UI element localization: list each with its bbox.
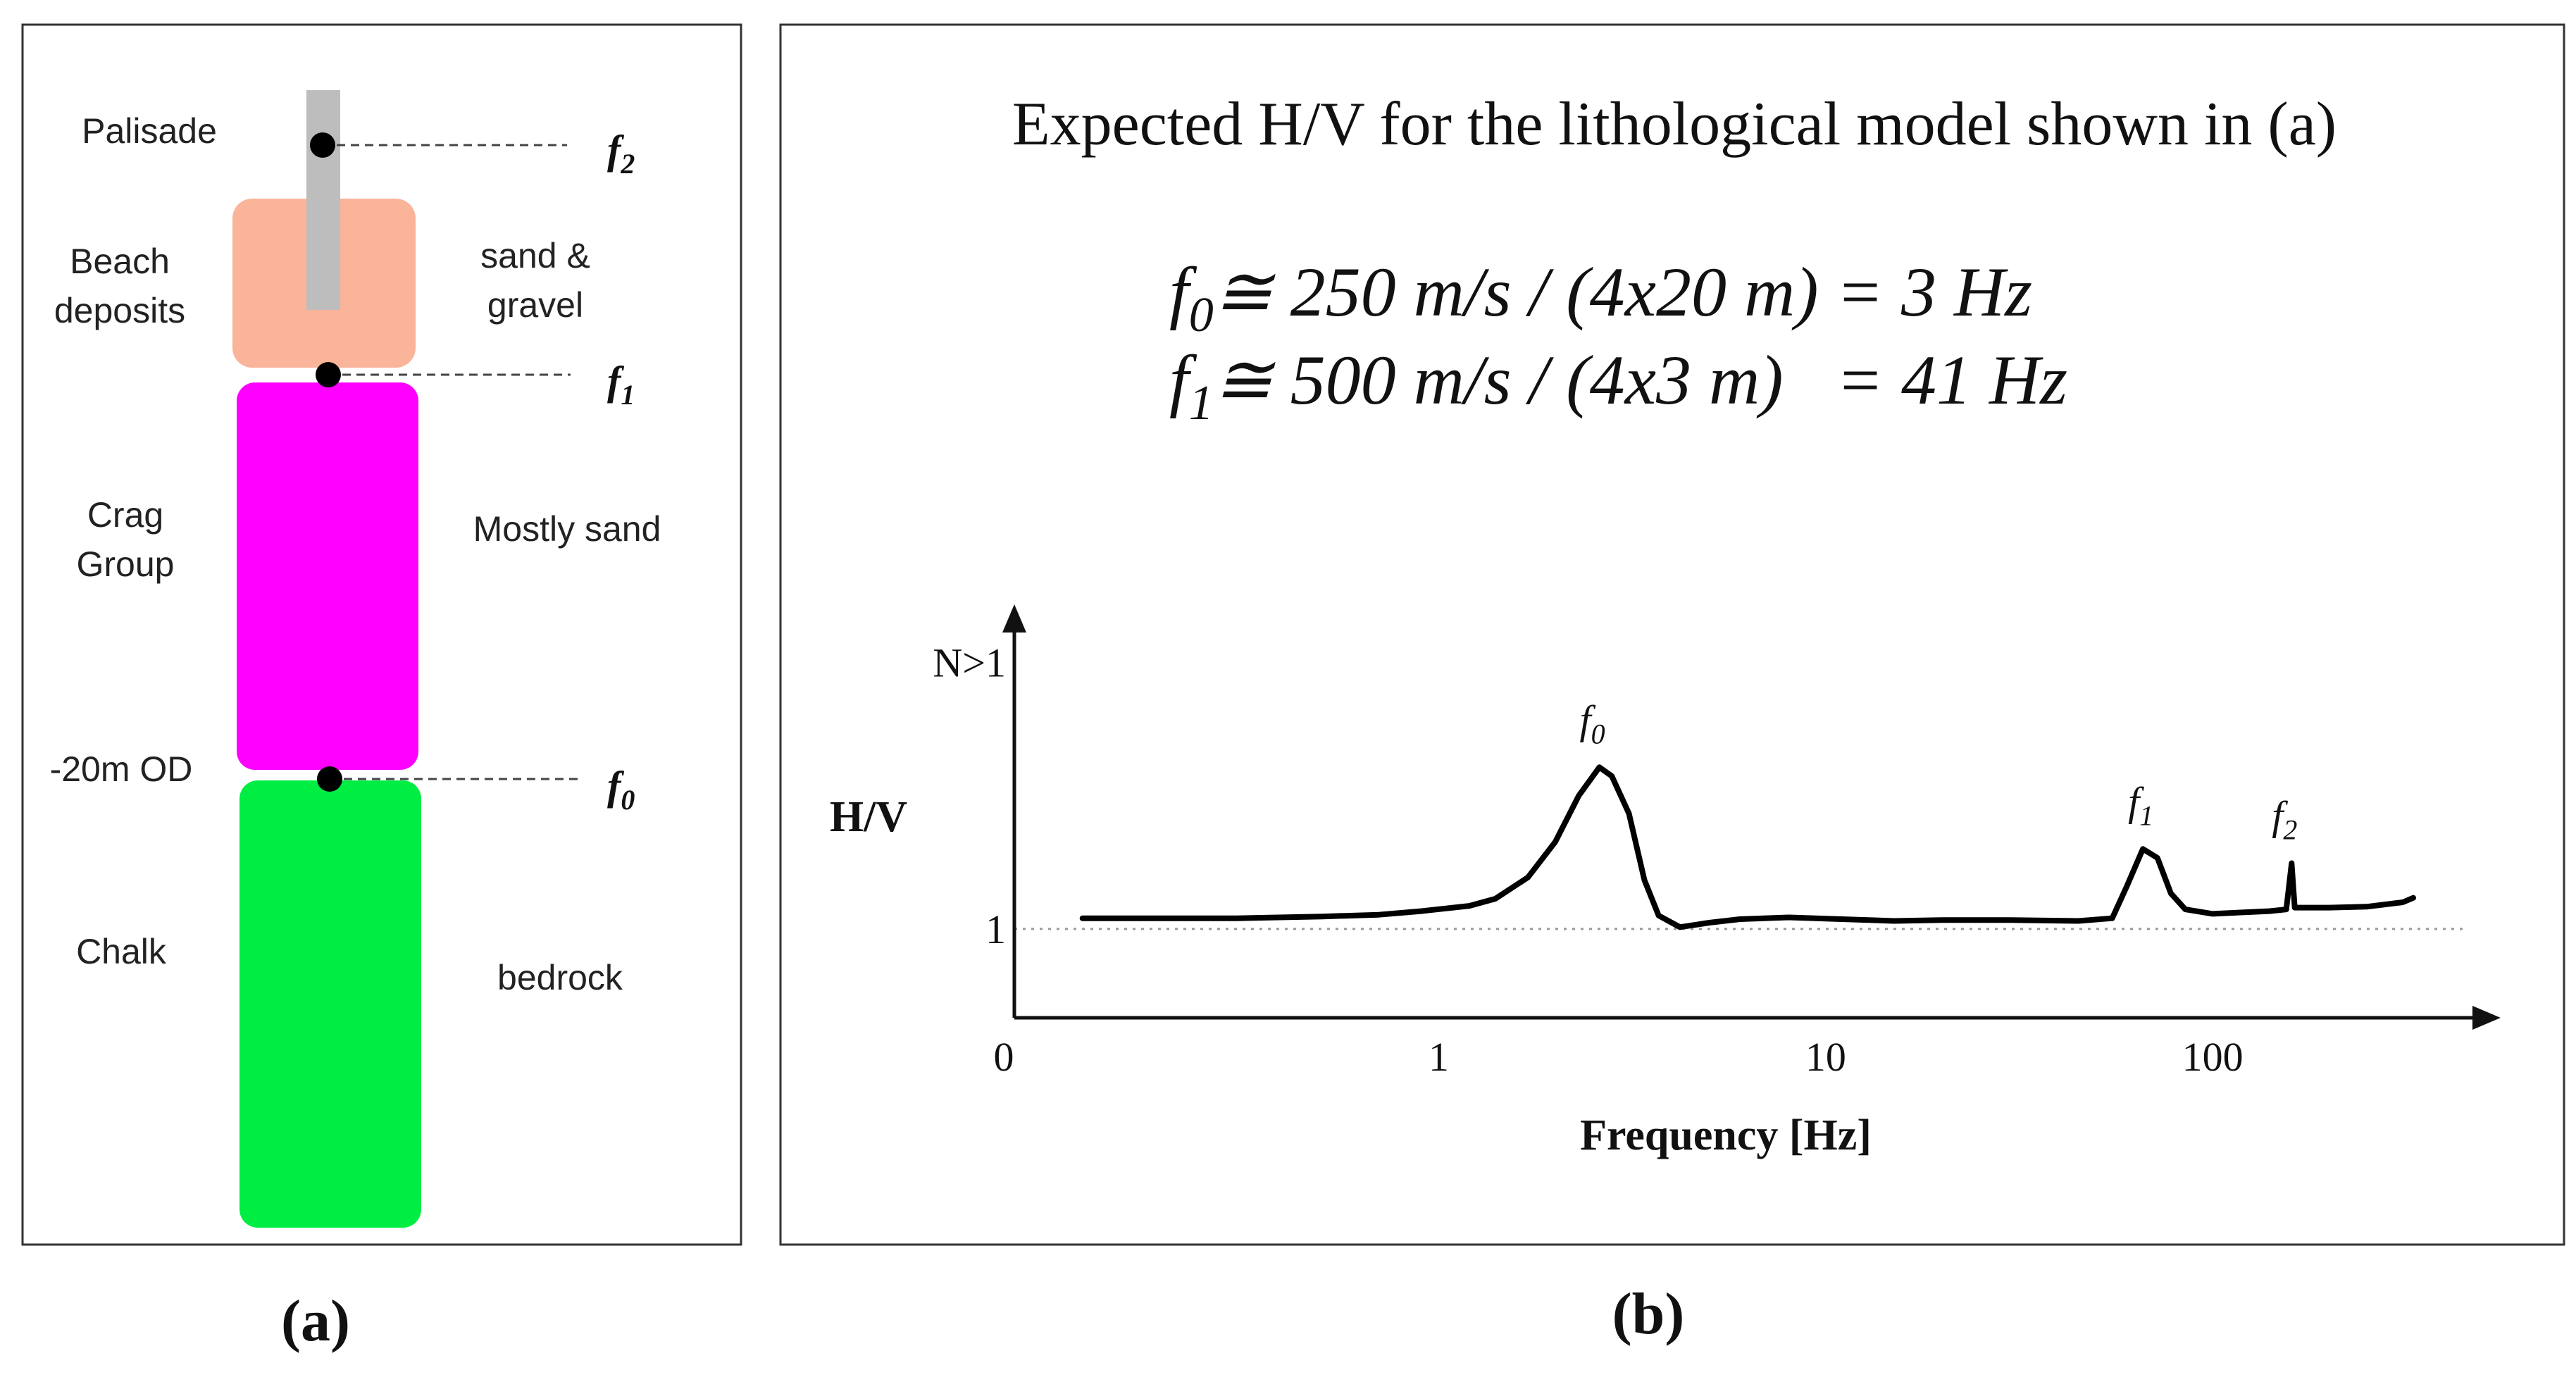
equation-f0: f0≅ 250 m/s / (4x20 m) = 3 Hz xyxy=(1169,253,2032,342)
y-axis-title: H/V xyxy=(830,793,907,841)
hv-curve xyxy=(1079,764,2416,930)
palisade-label: Palisade xyxy=(82,111,217,151)
crag-label-line2: Group xyxy=(77,544,175,584)
peak-labels: f0 f1 f2 xyxy=(1579,697,2297,845)
panel-b-caption: (b) xyxy=(1612,1281,1685,1347)
bedrock-label: bedrock xyxy=(497,958,623,997)
crag-label-line1: Crag xyxy=(87,495,163,535)
panel-b-title: Expected H/V for the lithological model … xyxy=(1012,90,2337,158)
palisade-pile xyxy=(306,90,340,310)
f0-boundary-dot xyxy=(317,766,342,792)
peak-label: f0 xyxy=(1579,697,1605,749)
hv-chart: 0 1 10 100 1 N>1 f0 f1 f2 H/V Frequency [Hz] xyxy=(830,604,2501,1159)
sand-label-line1: sand & xyxy=(480,236,590,275)
panel-a: f2 f1 f0 Palisade Beach deposits Crag Gr… xyxy=(21,23,742,1354)
x-tick-label: 1 xyxy=(1429,1034,1449,1080)
panel-a-caption: (a) xyxy=(281,1288,350,1354)
x-tick-label: 100 xyxy=(2182,1034,2244,1080)
datum-label: -20m OD xyxy=(50,749,193,789)
f2-boundary-dot xyxy=(310,132,335,158)
y-tick-labels: 1 N>1 xyxy=(933,640,1006,952)
chalk-label: Chalk xyxy=(76,932,167,971)
peak-label: f2 xyxy=(2272,793,2297,846)
x-axis-title: Frequency [Hz] xyxy=(1580,1111,1872,1159)
panel-b-frame xyxy=(779,23,2565,1246)
peak-label: f1 xyxy=(2128,778,2153,831)
chalk-layer xyxy=(239,780,421,1228)
equation-f1: f1≅ 500 m/s / (4x3 m) = 41 Hz xyxy=(1169,341,2067,430)
f1-marker-label: f1 xyxy=(607,358,635,411)
f2-marker-label: f2 xyxy=(607,127,635,180)
f0-marker-label: f0 xyxy=(607,763,635,816)
y-tick-label: 1 xyxy=(985,906,1006,952)
panel-a-frame xyxy=(21,23,742,1246)
beach-label-line1: Beach xyxy=(70,242,170,281)
x-tick-labels: 0 1 10 100 xyxy=(994,1034,2244,1080)
x-axis-arrow xyxy=(2472,1006,2501,1030)
x-tick-label: 0 xyxy=(994,1034,1014,1080)
sand-label-line2: gravel xyxy=(487,285,583,325)
crag-group-layer xyxy=(237,382,418,770)
y-tick-label: N>1 xyxy=(933,640,1006,685)
panel-b: Expected H/V for the lithological model … xyxy=(779,23,2565,1347)
beach-label-line2: deposits xyxy=(54,291,185,330)
mostly-sand-label: Mostly sand xyxy=(473,509,661,549)
x-tick-label: 10 xyxy=(1805,1034,1846,1080)
y-axis-arrow xyxy=(1002,604,1026,633)
f1-boundary-dot xyxy=(316,362,341,387)
